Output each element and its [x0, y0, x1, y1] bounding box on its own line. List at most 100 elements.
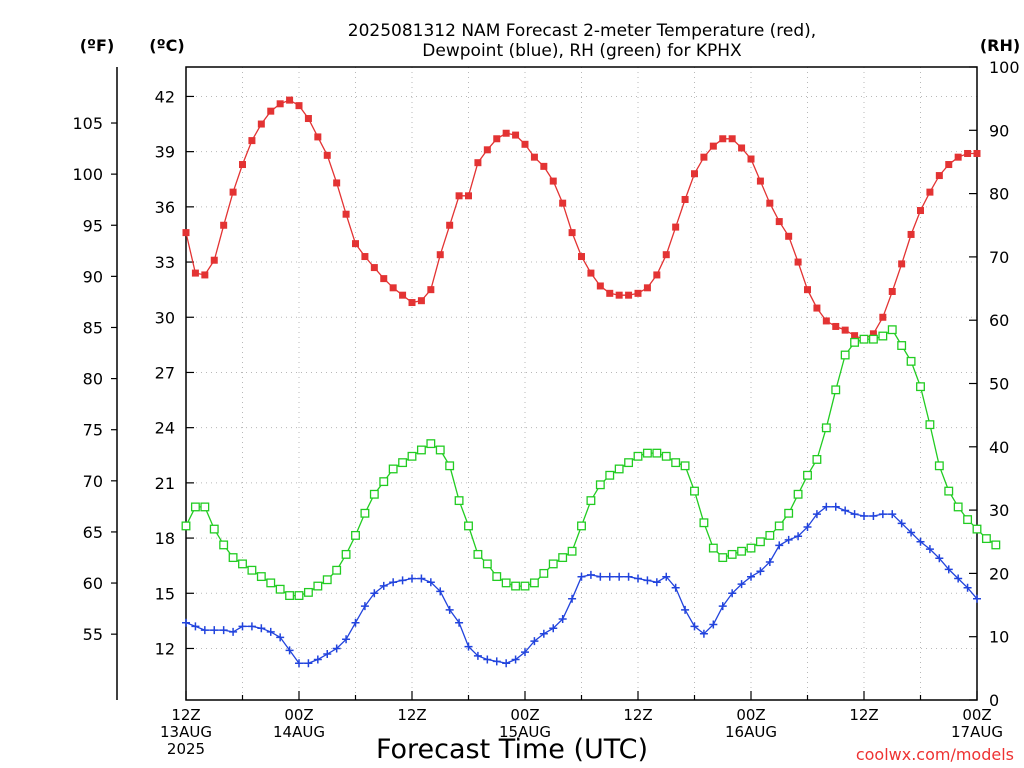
dewpoint-point: [389, 578, 398, 587]
dewpoint-point: [417, 574, 426, 583]
rh-point: [369, 489, 379, 499]
chart-title-line1: 2025081312 NAM Forecast 2-meter Temperat…: [348, 21, 816, 41]
temperature-point: [389, 284, 397, 292]
rh-tick-label: 30: [989, 501, 1009, 520]
dewpoint-point: [878, 510, 887, 519]
x-tick-label: 00Z: [962, 706, 991, 724]
rh-unit-label: (RH): [980, 36, 1020, 55]
temperature-point: [973, 149, 981, 157]
dewpoint-point: [586, 570, 595, 579]
rh-point: [727, 549, 737, 559]
temperature-point: [832, 322, 840, 330]
temperature-point: [785, 232, 793, 240]
rh-point: [624, 458, 634, 468]
rh-point: [548, 559, 558, 569]
rh-point: [821, 423, 831, 433]
rh-point: [595, 480, 605, 490]
dewpoint-point: [323, 649, 332, 658]
dewpoint-point: [935, 554, 944, 563]
dewpoint-point: [304, 659, 313, 668]
temperature-point: [615, 291, 623, 299]
dewpoint-point: [464, 642, 473, 651]
temperature-point: [455, 192, 463, 200]
temperature-point: [954, 153, 962, 161]
rh-point: [784, 508, 794, 518]
fahrenheit-tick-label: 60: [83, 574, 103, 593]
rh-point: [454, 496, 464, 506]
dewpoint-point: [398, 576, 407, 585]
dewpoint-point: [530, 637, 539, 646]
temperature-point: [540, 162, 548, 170]
rh-point: [746, 543, 756, 553]
rh-point: [322, 575, 332, 585]
dewpoint-point: [794, 532, 803, 541]
rh-point: [868, 334, 878, 344]
rh-tick-label: 0: [989, 691, 999, 710]
celsius-tick-label: 36: [155, 198, 175, 217]
celsius-tick-label: 42: [155, 87, 175, 106]
rh-point: [266, 578, 276, 588]
fahrenheit-tick-label: 65: [83, 523, 103, 542]
rh-point: [219, 540, 229, 550]
dewpoint-point: [624, 572, 633, 581]
rh-tick-label: 100: [989, 58, 1020, 77]
dewpoint-point: [737, 580, 746, 589]
dewpoint-point: [295, 659, 303, 668]
rh-point: [209, 524, 219, 534]
rh-point: [332, 565, 342, 575]
temperature-point: [587, 269, 595, 277]
dewpoint-point: [775, 541, 784, 550]
celsius-tick-label: 21: [155, 474, 175, 493]
dewpoint-point: [841, 506, 850, 515]
rh-point: [981, 534, 991, 544]
temperature-point: [738, 144, 746, 152]
rh-point: [181, 521, 191, 531]
x-axis-title: Forecast Time (UTC): [376, 734, 648, 765]
dewpoint-point: [229, 627, 238, 636]
celsius-unit-label: (ºC): [149, 36, 184, 55]
dewpoint-point: [747, 572, 755, 581]
dewpoint-point: [342, 635, 351, 644]
temperature-point: [917, 207, 924, 215]
fahrenheit-tick-label: 90: [83, 267, 103, 286]
dewpoint-point: [925, 545, 934, 554]
dewpoint-point: [191, 622, 200, 631]
dewpoint-point: [408, 574, 416, 583]
temperature-point: [446, 221, 454, 229]
temperature-point: [229, 188, 237, 196]
x-tick-label: 17AUG: [951, 723, 1003, 741]
temperature-point: [352, 240, 359, 248]
dewpoint-point: [699, 629, 708, 638]
temperature-point: [879, 313, 887, 321]
temperature-point: [483, 146, 491, 154]
temperature-point: [888, 287, 896, 295]
rh-point: [351, 530, 360, 540]
rh-point: [577, 521, 586, 531]
fahrenheit-tick-label: 70: [83, 472, 103, 491]
dewpoint-point: [662, 572, 671, 581]
rh-tick-label: 20: [989, 564, 1009, 583]
dewpoint-point: [266, 627, 275, 636]
dewpoint-point: [784, 535, 793, 544]
temperature-point: [304, 115, 312, 123]
dewpoint-point: [728, 589, 737, 598]
temperature-point: [672, 223, 680, 231]
temperature-point: [869, 330, 877, 338]
x-tick-label: 15AUG: [499, 723, 551, 741]
temperature-point: [634, 289, 642, 297]
temperature-point: [653, 271, 661, 279]
temperature-point: [399, 291, 407, 299]
temperature-point: [314, 133, 322, 141]
rh-point: [407, 451, 417, 461]
dewpoint-point: [351, 618, 360, 627]
dewpoint-point: [539, 629, 548, 638]
rh-tick-label: 70: [989, 248, 1009, 267]
x-tick-label: 12Z: [397, 706, 426, 724]
temperature-point: [248, 137, 256, 145]
plot-frame: [185, 66, 978, 701]
dewpoint-point: [473, 651, 482, 660]
dewpoint-point: [200, 626, 209, 635]
celsius-tick-label: 18: [155, 529, 175, 548]
rh-point: [379, 477, 389, 487]
temperature-point: [465, 192, 472, 200]
